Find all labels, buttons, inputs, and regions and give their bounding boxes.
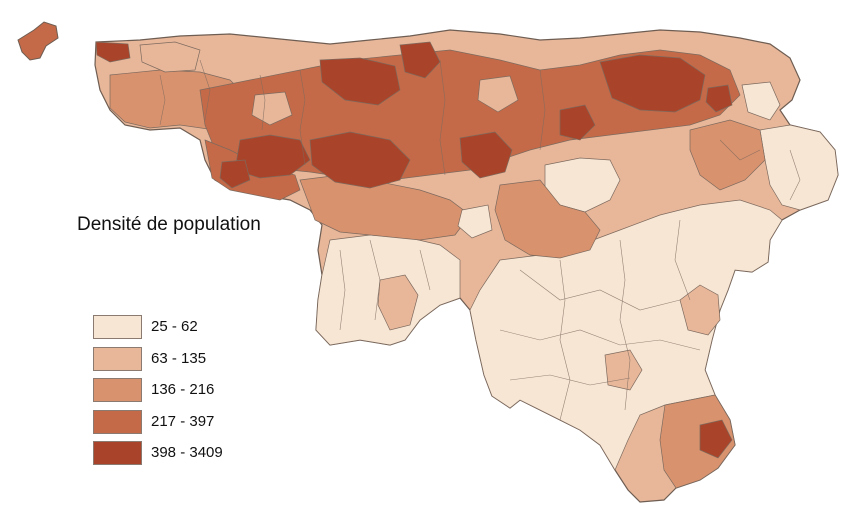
legend-swatch (93, 441, 142, 465)
region-dark-9 (699, 419, 733, 459)
region-exclave (17, 21, 59, 61)
legend-label: 217 - 397 (151, 412, 215, 430)
region-patch-6 (679, 284, 721, 336)
region-east-light (759, 124, 839, 211)
legend-label: 136 - 216 (151, 381, 215, 398)
region-patch-7 (377, 274, 419, 331)
region-dark-7 (95, 41, 131, 63)
region-patch-3 (494, 179, 601, 259)
region-north-light-5 (457, 204, 493, 239)
region-dark-8 (219, 159, 251, 189)
region-dark-10 (559, 104, 596, 141)
region-dark-5 (319, 57, 401, 106)
region-dark-4 (599, 54, 706, 113)
legend-label: 398 - 3409 (151, 444, 223, 461)
legend-swatch (93, 409, 142, 434)
region-patch-5 (659, 394, 736, 489)
region-patch-4 (689, 119, 766, 191)
region-north-light-2 (251, 91, 293, 126)
legend-swatch (93, 315, 142, 339)
legend-swatch (93, 346, 142, 371)
region-north-light-3 (477, 75, 519, 113)
region-dark-6 (399, 41, 441, 79)
region-north-light-4 (741, 81, 781, 121)
region-dark-3 (459, 131, 513, 179)
region-north-light-1 (139, 41, 201, 73)
municipal-boundaries (159, 59, 801, 421)
legend-label: 63 - 135 (151, 349, 207, 367)
legend-label: 25 - 62 (151, 318, 198, 335)
legend-swatch (93, 378, 142, 402)
region-dark-11 (705, 84, 733, 113)
legend-title: Densité de population (77, 214, 261, 235)
region-patch-8 (604, 349, 643, 391)
region-dark-2 (309, 131, 411, 189)
